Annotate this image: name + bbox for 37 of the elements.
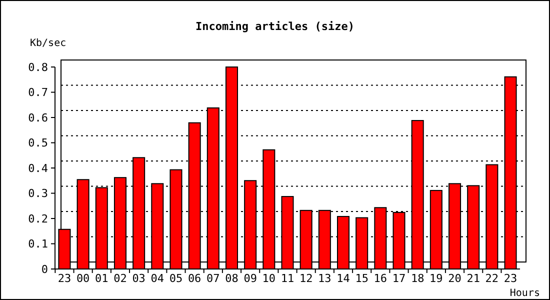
x-tick-label: 09 bbox=[244, 272, 257, 285]
x-tick-label: 10 bbox=[262, 272, 276, 285]
x-tick-label: 03 bbox=[132, 272, 146, 285]
x-tick-label: 17 bbox=[392, 272, 406, 285]
x-tick-label: 12 bbox=[299, 272, 313, 285]
y-tick-label: 0.5 bbox=[28, 136, 48, 150]
y-axis-title: Kb/sec bbox=[30, 38, 66, 49]
x-axis-title: Hours bbox=[510, 288, 540, 299]
x-tick-label: 14 bbox=[336, 272, 350, 285]
x-tick-label: 20 bbox=[448, 272, 462, 285]
x-tick-label: 23 bbox=[58, 272, 72, 285]
x-tick-label: 04 bbox=[150, 272, 164, 285]
y-tick-label: 0.2 bbox=[28, 212, 48, 226]
y-tick-label: 0.4 bbox=[28, 162, 48, 175]
y-tick-label: 0.3 bbox=[28, 187, 48, 200]
x-tick-label: 01 bbox=[95, 272, 108, 285]
x-tick-label: 02 bbox=[114, 272, 127, 285]
y-tick-label: 0.8 bbox=[28, 60, 48, 74]
y-tick-label: 0.6 bbox=[28, 111, 48, 124]
chart-title: Incoming articles (size) bbox=[196, 20, 354, 33]
x-tick-label: 18 bbox=[410, 272, 424, 285]
y-tick-label: 0 bbox=[41, 262, 48, 276]
x-tick-label: 15 bbox=[355, 272, 368, 285]
x-tick-label: 22 bbox=[485, 272, 499, 285]
x-tick-label: 11 bbox=[280, 272, 294, 285]
x-tick-label: 08 bbox=[225, 272, 238, 285]
x-tick-label: 07 bbox=[206, 272, 220, 285]
x-tick-label: 16 bbox=[374, 272, 388, 285]
x-tick-label: 00 bbox=[76, 272, 90, 285]
x-tick-label: 05 bbox=[169, 272, 183, 285]
y-tick-label: 0.7 bbox=[28, 86, 48, 100]
x-tick-label: 19 bbox=[430, 272, 443, 285]
x-tick-label: 23 bbox=[504, 272, 518, 285]
y-tick-label: 0.1 bbox=[28, 238, 48, 251]
x-tick-label: 13 bbox=[318, 272, 332, 285]
x-tick-label: 06 bbox=[188, 272, 202, 285]
x-tick-label: 21 bbox=[466, 272, 480, 285]
